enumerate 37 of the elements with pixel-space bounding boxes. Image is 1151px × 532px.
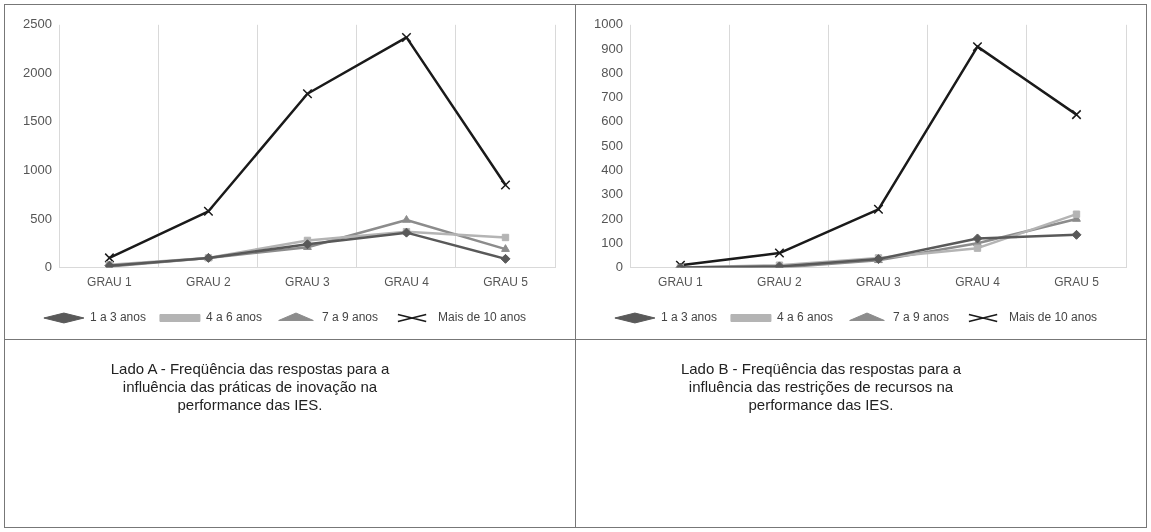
y-tick-label: 800 (601, 64, 623, 80)
y-tick-label: 0 (44, 259, 52, 275)
y-tick-label: 400 (601, 162, 623, 178)
y-tick-label: 2000 (23, 64, 52, 80)
legend-label: 1 a 3 anos (89, 310, 146, 325)
x-tick-label: GRAU 5 (1054, 275, 1100, 290)
y-tick-label: 200 (601, 210, 623, 226)
legend-label: Mais de 10 anos (438, 310, 527, 325)
y-tick-label: 100 (601, 234, 623, 250)
y-tick-label: 700 (601, 89, 623, 105)
legend-label: 1 a 3 anos (660, 310, 717, 325)
x-tick-label: GRAU 4 (955, 275, 1001, 290)
x-tick-label: GRAU 2 (757, 275, 803, 290)
legend-label: 4 a 6 anos (776, 310, 833, 325)
x-tick-label: GRAU 1 (87, 275, 133, 290)
y-tick-label: 1500 (23, 113, 52, 129)
legend-label: 4 a 6 anos (205, 310, 262, 325)
x-tick-label: GRAU 5 (483, 275, 529, 290)
x-tick-label: GRAU 3 (856, 275, 902, 290)
legend-label: 7 a 9 anos (322, 310, 379, 325)
legend-label: 7 a 9 anos (893, 310, 950, 325)
y-tick-label: 500 (30, 210, 52, 226)
y-tick-label: 1000 (23, 162, 52, 178)
legend-label: Mais de 10 anos (1009, 310, 1098, 325)
y-tick-label: 1000 (594, 16, 623, 32)
text: Lado B - Freqüência das respostas para a influência das restrições de recursos na performance das IES. (679, 360, 963, 414)
x-tick-label: GRAU 4 (384, 275, 430, 290)
y-tick-label: 0 (615, 259, 623, 275)
x-tick-label: GRAU 3 (285, 275, 331, 290)
y-tick-label: 2500 (23, 16, 52, 32)
y-tick-label: 500 (601, 137, 623, 153)
y-tick-label: 600 (601, 113, 623, 129)
text: Lado A - Freqüência das respostas para a influência das práticas de inovação na performance das IES. (109, 360, 391, 414)
x-tick-label: GRAU 2 (186, 275, 232, 290)
y-tick-label: 300 (601, 186, 623, 202)
y-tick-label: 900 (601, 40, 623, 56)
x-tick-label: GRAU 1 (658, 275, 704, 290)
